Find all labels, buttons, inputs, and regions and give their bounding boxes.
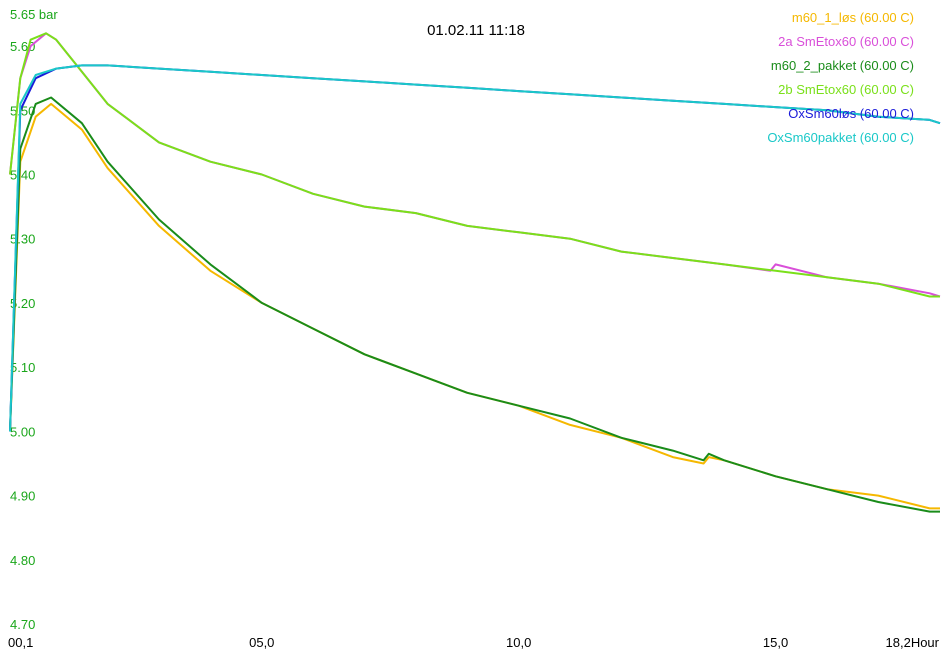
legend-entry: OxSm60løs (60.00 C) bbox=[788, 106, 914, 121]
series-lines bbox=[9, 32, 941, 513]
y-tick-label: 5.20 bbox=[10, 296, 35, 311]
y-tick-label: 5.00 bbox=[10, 424, 35, 439]
y-tick-label: 4.80 bbox=[10, 553, 35, 568]
legend-entry: m60_2_pakket (60.00 C) bbox=[771, 58, 914, 73]
y-tick-label: 5.30 bbox=[10, 232, 35, 247]
legend-entry: 2a SmEtox60 (60.00 C) bbox=[778, 34, 914, 49]
y-axis-ticks: 5.65 bar5.605.505.405.305.205.105.004.90… bbox=[10, 7, 58, 632]
series-line-2 bbox=[9, 96, 940, 513]
x-axis-ticks: 00,1 05,0 10,0 15,0 18,2Hour bbox=[8, 635, 940, 650]
y-unit-label: bar bbox=[35, 7, 58, 22]
x-unit-label: Hour bbox=[911, 635, 940, 650]
series-line-0 bbox=[9, 102, 940, 510]
y-tick-label: 5.40 bbox=[10, 168, 35, 183]
x-tick-label: 05,0 bbox=[249, 635, 274, 650]
series-line-5 bbox=[9, 64, 941, 432]
x-tick-label: 10,0 bbox=[506, 635, 531, 650]
x-tick-label: 18,2Hour bbox=[886, 635, 940, 650]
chart-title: 01.02.11 11:18 bbox=[427, 22, 525, 39]
series-line-3 bbox=[9, 32, 940, 298]
legend: m60_1_løs (60.00 C) 2a SmEtox60 (60.00 C)… bbox=[767, 10, 914, 145]
y-tick-label: 5.65 bar bbox=[10, 7, 58, 22]
x-tick-label: 15,0 bbox=[763, 635, 788, 650]
legend-entry: OxSm60pakket (60.00 C) bbox=[767, 130, 914, 145]
y-tick-label: 4.90 bbox=[10, 489, 35, 504]
legend-entry: 2b SmEtox60 (60.00 C) bbox=[778, 82, 914, 97]
legend-entry: m60_1_løs (60.00 C) bbox=[792, 10, 914, 25]
x-tick-label: 00,1 bbox=[8, 635, 33, 650]
y-tick-label: 5.10 bbox=[10, 360, 35, 375]
y-tick-label: 4.70 bbox=[10, 617, 35, 632]
